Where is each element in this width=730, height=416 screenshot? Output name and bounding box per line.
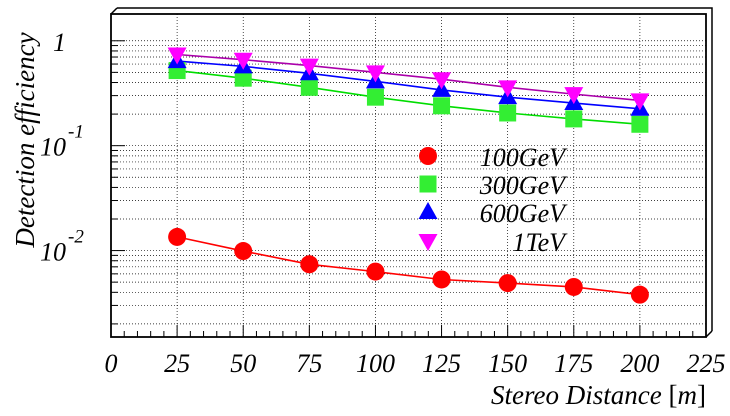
data-point-100GeV	[564, 277, 583, 296]
series-lines	[176, 53, 640, 296]
y-tick-label-base: 10	[40, 238, 66, 267]
x-tick-label: 100	[356, 349, 395, 378]
x-axis-label: Stereo Distance [m]	[491, 380, 706, 410]
data-point-300GeV	[366, 88, 384, 106]
plot-frame	[110, 13, 707, 338]
data-point-1TeV	[299, 58, 319, 76]
data-point-100GeV	[234, 242, 253, 261]
data-point-300GeV	[499, 104, 517, 122]
legend-marker-100GeV	[419, 147, 437, 165]
legend-marker-300GeV	[419, 175, 437, 193]
data-point-1TeV	[432, 72, 452, 90]
data-point-100GeV	[300, 255, 319, 274]
data-point-100GeV	[498, 274, 517, 293]
x-tick-label: 75	[296, 349, 322, 378]
data-point-300GeV	[234, 69, 252, 87]
y-tick-labels: 110-110-2	[40, 28, 84, 267]
x-tick-label: 175	[554, 349, 593, 378]
axis-ticks	[110, 40, 707, 337]
data-point-1TeV	[630, 93, 650, 111]
data-point-300GeV	[631, 115, 649, 133]
x-tick-labels: 0 25 50 75 100 125 150 175 200 225	[105, 349, 726, 378]
grid-lines	[111, 14, 706, 337]
x-tick-label: 200	[620, 349, 659, 378]
series-line-100GeV	[176, 236, 640, 296]
y-tick-label-base: 1	[53, 28, 66, 57]
legend-label-300GeV: 300GeV	[479, 171, 568, 200]
frame-shadow	[110, 7, 713, 338]
y-axis-label: Detection efficiency	[10, 32, 40, 248]
y-tick-label-base: 10	[40, 133, 66, 162]
data-point-100GeV	[366, 262, 385, 281]
data-point-300GeV	[300, 78, 318, 96]
frame-shadow-edge	[117, 7, 713, 331]
legend-label-600GeV: 600GeV	[480, 199, 568, 228]
legend-marker-600GeV	[418, 202, 438, 219]
legend-marker-1TeV	[418, 234, 438, 251]
y-tick-label-exponent: -1	[68, 122, 84, 143]
data-point-100GeV	[630, 285, 649, 304]
data-point-100GeV	[168, 227, 187, 246]
x-tick-label: 50	[230, 349, 256, 378]
series-markers	[167, 47, 650, 304]
data-point-1TeV	[167, 47, 187, 65]
x-tick-label: 0	[105, 349, 118, 378]
plot-border	[110, 13, 707, 338]
series-line-600GeV	[177, 60, 640, 110]
x-tick-label: 125	[422, 349, 461, 378]
frame-shadow-corner	[110, 7, 118, 15]
data-point-1TeV	[498, 80, 518, 98]
legend-label-1TeV: 1TeV	[513, 228, 569, 257]
legend-label-100GeV: 100GeV	[480, 143, 568, 172]
series-line-300GeV	[177, 69, 640, 126]
series-line-1TeV	[177, 53, 640, 102]
frame-shadow-corner	[705, 330, 713, 338]
data-point-100GeV	[432, 270, 451, 289]
data-point-1TeV	[365, 65, 385, 83]
x-tick-label: 150	[488, 349, 527, 378]
y-tick-label-exponent: -2	[68, 227, 84, 248]
data-point-1TeV	[564, 87, 584, 105]
data-point-300GeV	[565, 110, 583, 128]
data-point-300GeV	[433, 97, 451, 115]
x-tick-label: 25	[164, 349, 190, 378]
data-point-1TeV	[233, 52, 253, 70]
x-tick-label: 225	[687, 349, 726, 378]
